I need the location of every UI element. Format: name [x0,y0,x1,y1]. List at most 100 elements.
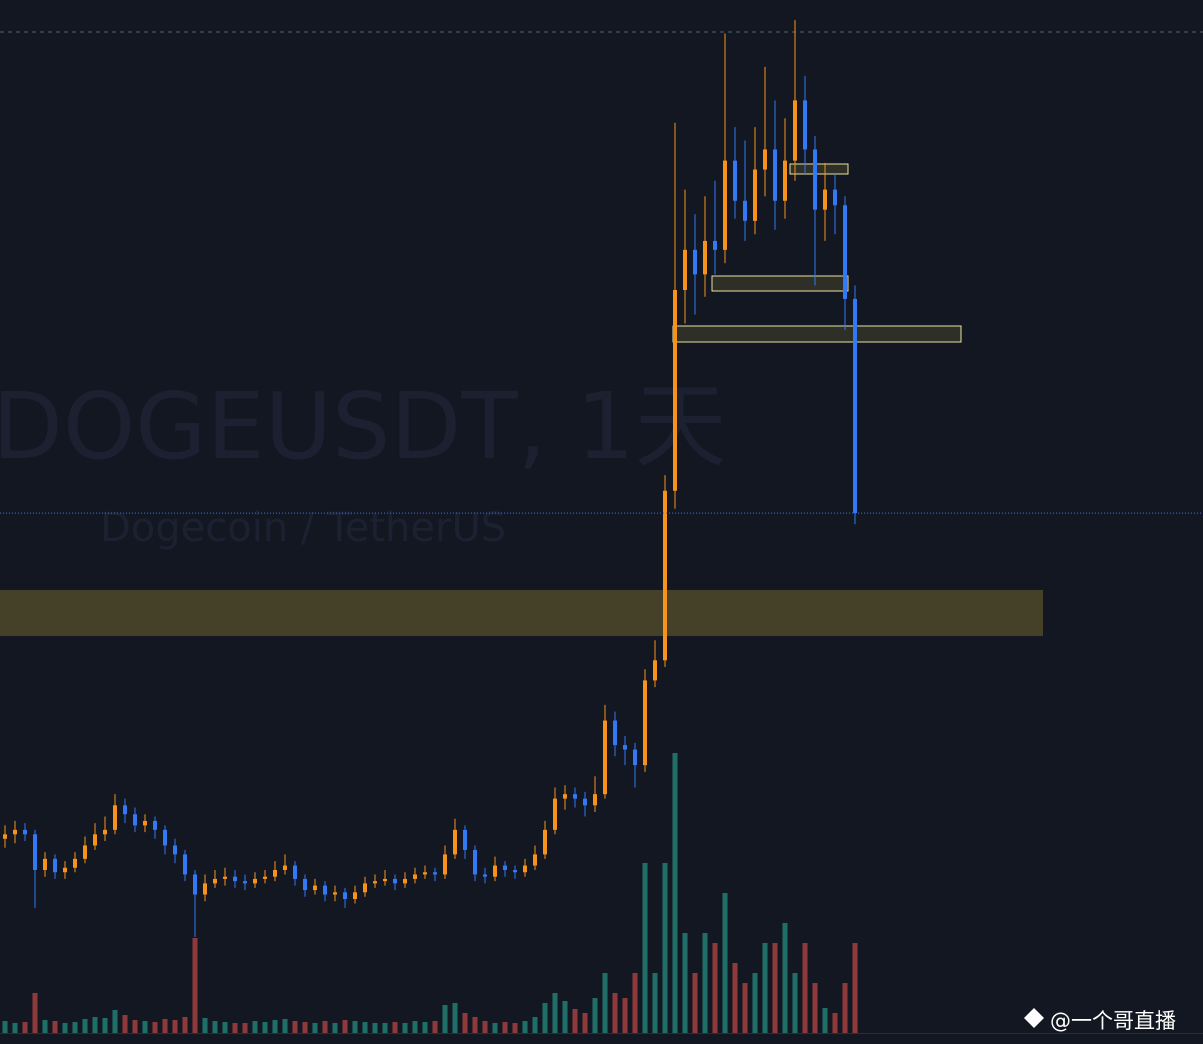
candle-body [223,876,227,879]
volume-bar [342,1020,348,1033]
candle-body [63,867,67,873]
symbol-watermark: DOGEUSDT, 1天 [0,373,726,480]
volume-bar [212,1021,218,1033]
volume-bar [642,863,648,1033]
volume-bar [532,1017,538,1033]
candle-body [743,200,747,221]
volume-bar [42,1020,48,1033]
candle-body [173,845,177,855]
candle-body [853,298,857,514]
candle-body [653,660,657,681]
volume-bar [422,1022,428,1033]
candle-body [123,805,127,815]
candle-body [753,169,757,221]
candle-body [363,883,367,893]
candle-body [283,865,287,870]
volume-bar [82,1019,88,1033]
volume-bar [262,1022,268,1033]
volume-bar [712,943,718,1033]
volume-bar [132,1020,138,1033]
volume-bar [742,983,748,1033]
volume-bar [22,1022,28,1033]
candle-body [493,865,497,877]
volume-bar [202,1018,208,1033]
volume-bar [102,1018,108,1033]
candle-body [33,834,37,870]
volume-bar [162,1019,168,1033]
volume-bar [482,1021,488,1033]
volume-bar [322,1021,328,1033]
candle-body [523,865,527,873]
candle-body [583,798,587,806]
zone-box [711,275,849,292]
volume-bar [302,1022,308,1033]
candle-body [273,870,277,877]
volume-bar [762,943,768,1033]
volume-bar [32,993,38,1033]
candle-body [113,805,117,830]
candle-body [703,240,707,275]
volume-bar [542,1003,548,1033]
volume-bar [222,1022,228,1033]
volume-bar [242,1023,248,1033]
volume-bar [52,1021,58,1033]
candle-body [443,854,447,875]
candle-body [803,100,807,150]
volume-bar [492,1023,498,1033]
volume-bar [172,1020,178,1033]
volume-bar [62,1023,68,1033]
candle-body [203,883,207,895]
candle-body [163,829,167,846]
volume-bar [592,998,598,1033]
candle-body [543,829,547,855]
volume-bar [362,1022,368,1033]
volume-bar [722,893,728,1033]
volume-bar [442,1005,448,1033]
volume-bar [372,1023,378,1033]
candle-body [93,834,97,846]
candle-body [613,720,617,746]
candle-body [773,149,777,201]
volume-bar [822,1008,828,1033]
volume-pane [2,753,858,1033]
zone [0,590,1043,636]
candle-body [183,854,187,875]
volume-bar [732,963,738,1033]
zone-box [672,325,962,343]
candle-body [153,820,157,830]
candle-body [483,874,487,877]
volume-bar [602,973,608,1033]
volume-bar [402,1023,408,1033]
candle-body [623,745,627,750]
volume-bar [562,1001,568,1033]
candle-body [793,100,797,161]
candle-body [313,885,317,891]
candle-body [813,149,817,210]
volume-bar [292,1021,298,1033]
volume-bar [832,1013,838,1033]
volume-bar [332,1023,338,1033]
candle-body [783,160,787,201]
volume-bar [652,973,658,1033]
volume-bar [452,1003,458,1033]
candle-body [833,189,837,206]
volume-bar [232,1023,238,1033]
candle-body [763,149,767,170]
pair-watermark: Dogecoin / TetherUS [100,505,506,551]
volume-bar [692,973,698,1033]
volume-bar [352,1021,358,1033]
volume-bar [252,1021,258,1033]
candle-body [213,878,217,884]
volume-bar [182,1017,188,1033]
volume-bar [752,973,758,1033]
candle-body [73,858,77,868]
candle-body [393,878,397,884]
volume-bar [782,923,788,1033]
candle-body [333,892,337,895]
candle-body [453,829,457,855]
volume-bar [662,863,668,1033]
candle-body [573,794,577,799]
candle-body [103,829,107,835]
volume-bar [552,993,558,1033]
